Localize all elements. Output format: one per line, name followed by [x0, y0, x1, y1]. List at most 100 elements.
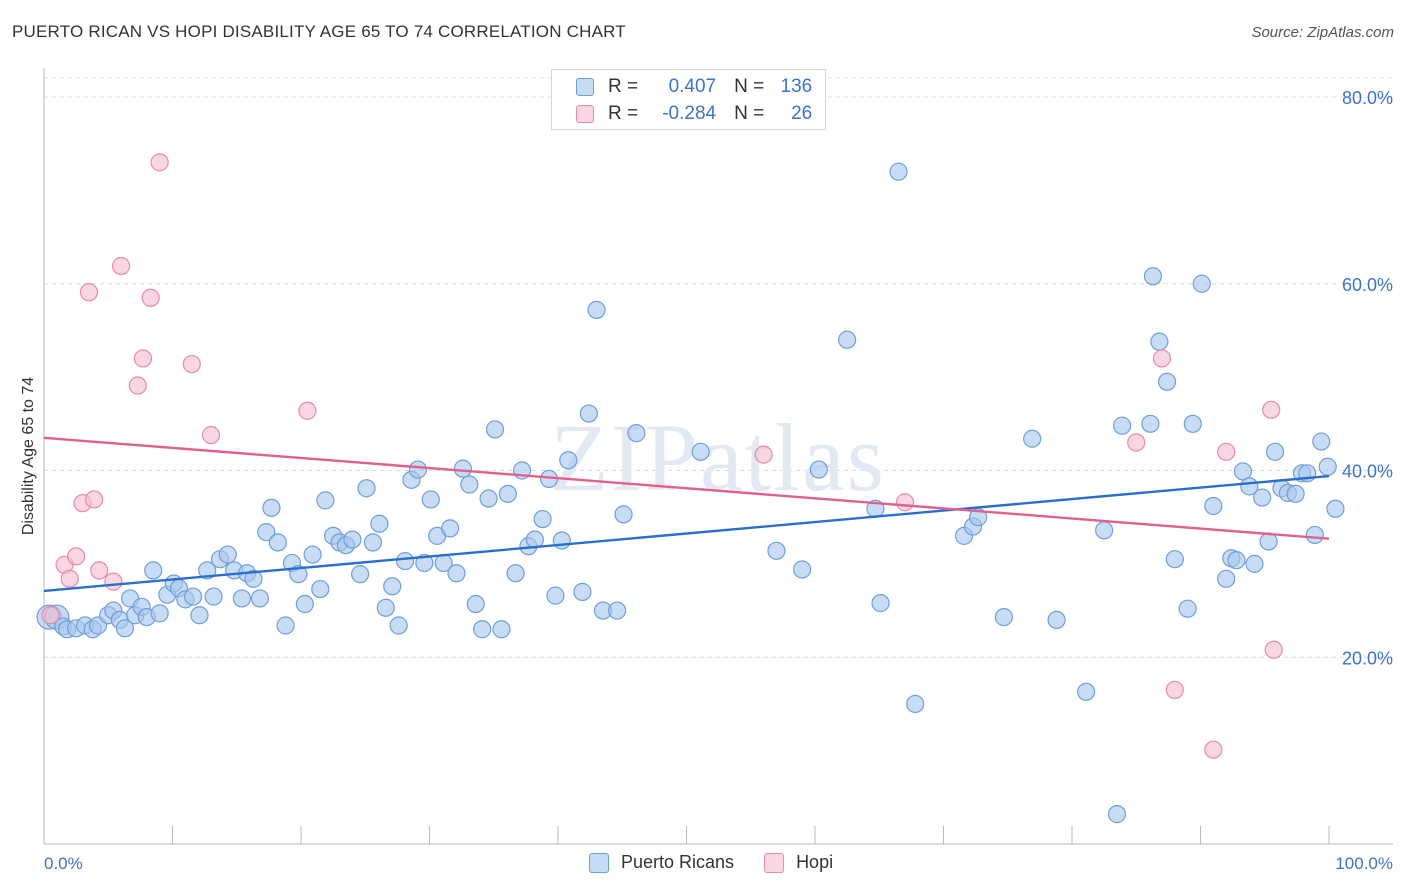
point-puerto-ricans: [1265, 442, 1285, 461]
point-hopi: [298, 401, 317, 420]
point-puerto-ricans: [498, 484, 517, 503]
point-puerto-ricans: [295, 594, 314, 614]
legend-row-puerto-ricans: R = 0.407 N = 136: [576, 75, 812, 99]
trend-line-hopi: [43, 436, 1330, 540]
point-hopi: [150, 153, 169, 172]
point-puerto-ricans: [204, 587, 223, 606]
point-hopi: [1262, 400, 1281, 419]
point-puerto-ricans: [614, 505, 633, 524]
point-puerto-ricans: [1183, 414, 1202, 433]
point-puerto-ricans: [466, 594, 485, 614]
point-puerto-ricans: [473, 620, 492, 639]
point-puerto-ricans: [447, 564, 466, 583]
legend-n-value: 26: [791, 103, 813, 124]
point-puerto-ricans: [546, 586, 565, 605]
point-puerto-ricans: [376, 598, 395, 617]
point-puerto-ricans: [871, 593, 890, 613]
point-puerto-ricans: [1077, 682, 1096, 701]
point-puerto-ricans: [485, 420, 505, 439]
legend-swatch-puerto-ricans: [576, 78, 594, 96]
point-puerto-ricans: [1192, 274, 1211, 293]
point-puerto-ricans: [579, 404, 598, 423]
point-puerto-ricans: [838, 330, 857, 349]
point-puerto-ricans: [357, 479, 376, 498]
point-puerto-ricans: [115, 619, 135, 638]
y-axis-label: Disability Age 65 to 74: [20, 377, 37, 535]
y-tick-label-20: 20.0%: [1342, 648, 1393, 668]
point-hopi: [104, 572, 123, 591]
legend-item-puerto-ricans[interactable]: Puerto Ricans: [589, 852, 734, 873]
point-hopi: [79, 283, 99, 302]
point-hopi: [90, 561, 109, 580]
point-puerto-ricans: [257, 523, 276, 542]
point-puerto-ricans: [1157, 372, 1177, 391]
chart-title: PUERTO RICAN VS HOPI DISABILITY AGE 65 T…: [12, 22, 626, 41]
point-hopi: [1165, 680, 1184, 700]
point-puerto-ricans: [1204, 496, 1223, 516]
y-tick-labels: 20.0% 40.0% 60.0% 80.0%: [1342, 88, 1393, 668]
point-puerto-ricans: [994, 607, 1013, 627]
point-puerto-ricans: [1150, 332, 1169, 351]
point-puerto-ricans: [276, 616, 295, 635]
point-puerto-ricans: [1227, 551, 1246, 570]
point-puerto-ricans: [311, 579, 330, 599]
point-puerto-ricans: [1023, 429, 1042, 448]
source-label: Source: ZipAtlas.com: [1251, 24, 1394, 41]
point-puerto-ricans: [316, 491, 335, 510]
legend-label-puerto-ricans: Puerto Ricans: [621, 852, 735, 872]
point-puerto-ricans: [1143, 267, 1163, 286]
point-puerto-ricans: [1217, 569, 1236, 588]
point-puerto-ricans: [1245, 554, 1264, 573]
point-puerto-ricans: [793, 560, 812, 579]
point-puerto-ricans: [479, 489, 498, 508]
point-puerto-ricans: [244, 569, 263, 588]
point-puerto-ricans: [460, 475, 479, 494]
point-puerto-ricans: [559, 451, 578, 470]
point-hopi: [1152, 349, 1172, 368]
legend-n-value: 136: [780, 76, 813, 97]
point-puerto-ricans: [506, 564, 525, 583]
x-tick-label-min: 0.0%: [44, 854, 83, 873]
legend-item-hopi[interactable]: Hopi: [764, 852, 833, 873]
point-hopi: [1127, 433, 1146, 452]
point-puerto-ricans: [552, 531, 571, 550]
point-puerto-ricans: [262, 498, 281, 517]
point-puerto-ricans: [232, 589, 251, 608]
legend-row-hopi: R = -0.284 N = 26: [576, 102, 812, 126]
legend-r-value: -0.284: [662, 103, 717, 124]
legend-label-hopi: Hopi: [796, 852, 834, 872]
point-puerto-ricans: [1326, 499, 1345, 518]
legend-n-label: N =: [734, 76, 765, 97]
legend-r-label: R =: [608, 103, 639, 124]
point-hopi: [182, 354, 201, 374]
point-puerto-ricans: [218, 545, 237, 564]
point-puerto-ricans: [190, 606, 209, 625]
point-puerto-ricans: [767, 541, 786, 560]
point-puerto-ricans: [421, 490, 440, 509]
legend-swatch-hopi: [576, 105, 594, 123]
point-puerto-ricans: [383, 577, 402, 596]
point-puerto-ricans: [408, 460, 428, 479]
y-tick-label-60: 60.0%: [1342, 275, 1393, 295]
x-tick-label-max: 100.0%: [1335, 854, 1393, 873]
point-puerto-ricans: [363, 533, 383, 552]
point-puerto-ricans: [809, 460, 828, 479]
point-puerto-ricans: [268, 533, 287, 552]
point-hopi: [754, 445, 773, 464]
point-puerto-ricans: [453, 459, 473, 478]
legend-swatch-puerto-ricans: [589, 852, 609, 873]
point-hopi: [128, 376, 147, 395]
legend-swatch-hopi: [764, 852, 785, 873]
point-puerto-ricans: [627, 424, 646, 443]
y-tick-label-80: 80.0%: [1342, 88, 1393, 108]
y-tick-label-40: 40.0%: [1342, 462, 1393, 482]
point-puerto-ricans: [415, 553, 434, 573]
x-ticks: [172, 826, 1330, 844]
point-puerto-ricans: [370, 514, 389, 533]
series-hopi: [41, 153, 1283, 759]
point-puerto-ricans: [573, 582, 592, 601]
trend-line-puerto-ricans: [43, 474, 1330, 593]
axes: [43, 68, 1393, 845]
point-puerto-ricans: [1305, 525, 1324, 545]
point-hopi: [60, 569, 79, 588]
